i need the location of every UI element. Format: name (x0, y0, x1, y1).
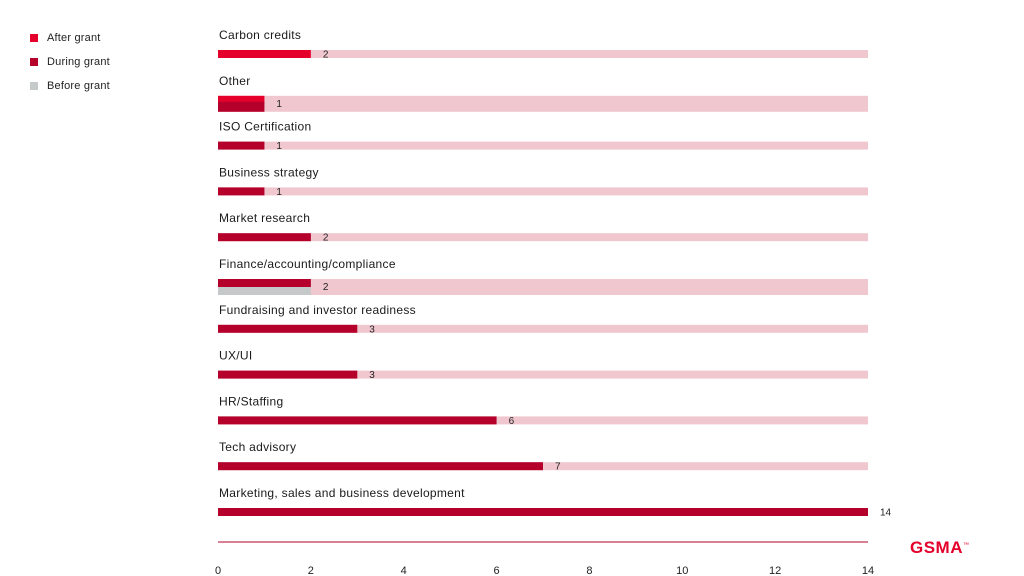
gsma-logo: GSMA™ (910, 538, 970, 558)
category-label-carbon-credits: Carbon credits (219, 28, 301, 42)
bar-track-finance-accounting-compliance (218, 279, 868, 295)
bar-after-carbon-credits (218, 50, 311, 58)
category-label-fundraising-and-investor-readiness: Fundraising and investor readiness (219, 303, 416, 317)
legend: After grant During grant Before grant (30, 26, 110, 98)
legend-label-after: After grant (47, 32, 101, 44)
value-label-finance-accounting-compliance: 2 (323, 282, 329, 293)
value-label-ux-ui: 3 (369, 370, 375, 381)
bar-during-tech-advisory (218, 462, 543, 471)
x-tick-label-4: 4 (401, 565, 407, 576)
x-tick-label-12: 12 (769, 565, 781, 576)
value-label-market-research: 2 (323, 233, 329, 244)
category-label-tech-advisory: Tech advisory (219, 440, 296, 454)
bar-during-market-research (218, 233, 311, 242)
value-label-hr-staffing: 6 (509, 416, 515, 427)
legend-swatch-before (30, 82, 38, 90)
value-label-other: 1 (276, 99, 282, 110)
legend-label-during: During grant (47, 56, 110, 68)
bar-during-iso-certification (218, 141, 265, 150)
bar-track-hr-staffing (218, 416, 868, 425)
bar-during-finance-accounting-compliance (218, 279, 311, 287)
x-tick-label-10: 10 (676, 565, 688, 576)
legend-item-before: Before grant (30, 74, 110, 98)
legend-swatch-during (30, 58, 38, 66)
category-label-hr-staffing: HR/Staffing (219, 394, 283, 408)
bar-during-fundraising-and-investor-readiness (218, 324, 358, 333)
x-tick-label-2: 2 (308, 565, 314, 576)
x-tick-label-14: 14 (862, 565, 874, 576)
brand-trademark: ™ (963, 542, 970, 549)
x-tick-label-0: 0 (215, 565, 221, 576)
bar-during-marketing-sales-and-business-development (218, 508, 868, 516)
bar-during-ux-ui (218, 370, 358, 379)
value-label-tech-advisory: 7 (555, 462, 561, 473)
value-label-carbon-credits: 2 (323, 50, 329, 61)
bar-after-other (218, 95, 265, 104)
bar-track-market-research (218, 233, 868, 242)
category-label-iso-certification: ISO Certification (219, 120, 311, 134)
x-tick-label-6: 6 (494, 565, 500, 576)
value-label-marketing-sales-and-business-development: 14 (880, 508, 892, 519)
bar-during-business-strategy (218, 187, 265, 196)
bar-during-hr-staffing (218, 416, 497, 425)
bar-track-ux-ui (218, 370, 868, 379)
category-label-marketing-sales-and-business-development: Marketing, sales and business developmen… (219, 486, 465, 500)
value-label-business-strategy: 1 (276, 187, 282, 198)
legend-swatch-after (30, 34, 38, 42)
category-label-market-research: Market research (219, 211, 310, 225)
legend-label-before: Before grant (47, 80, 110, 92)
bar-before-finance-accounting-compliance (218, 287, 311, 295)
bar-track-iso-certification (218, 141, 868, 150)
bar-during-other (218, 101, 265, 112)
category-label-business-strategy: Business strategy (219, 165, 319, 179)
x-tick-label-8: 8 (586, 565, 592, 576)
category-label-ux-ui: UX/UI (219, 349, 253, 363)
category-label-other: Other (219, 74, 251, 88)
bar-track-other (218, 95, 868, 112)
value-label-fundraising-and-investor-readiness: 3 (369, 324, 375, 335)
bar-track-carbon-credits (218, 50, 868, 58)
bar-track-business-strategy (218, 187, 868, 196)
value-label-iso-certification: 1 (276, 141, 282, 152)
brand-text: GSMA (910, 538, 963, 557)
legend-item-during: During grant (30, 50, 110, 74)
legend-item-after: After grant (30, 26, 110, 50)
bar-track-fundraising-and-investor-readiness (218, 324, 868, 333)
category-label-finance-accounting-compliance: Finance/accounting/compliance (219, 257, 396, 271)
